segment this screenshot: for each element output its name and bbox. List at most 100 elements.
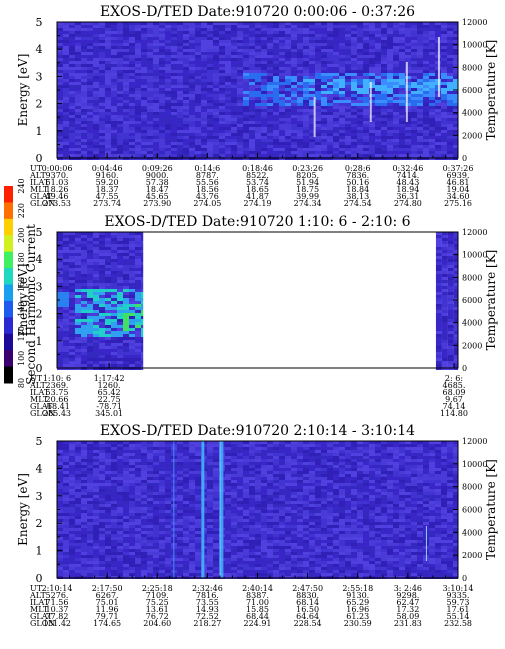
heatmap-cell	[351, 148, 357, 151]
heatmap-cell	[261, 115, 267, 118]
heatmap-cell	[207, 49, 213, 52]
heatmap-cell	[375, 453, 381, 456]
heatmap-cell	[423, 34, 429, 37]
heatmap-cell	[393, 55, 399, 58]
heatmap-cell	[93, 289, 99, 292]
heatmap-cell	[303, 37, 309, 40]
heatmap-cell	[309, 121, 315, 124]
heatmap-cell	[201, 46, 207, 49]
y2-tick-label: 0	[462, 154, 467, 163]
heatmap-cell	[345, 459, 351, 462]
heatmap-cell	[267, 34, 273, 37]
heatmap-cell	[99, 352, 105, 355]
heatmap-cell	[447, 73, 453, 76]
heatmap-cell	[405, 468, 411, 471]
heatmap-cell	[345, 456, 351, 459]
heatmap-cell	[399, 22, 405, 25]
heatmap-cell	[129, 106, 135, 109]
heatmap-cell	[111, 235, 117, 238]
heatmap-cell	[243, 28, 249, 31]
heatmap-cell	[405, 67, 411, 70]
heatmap-cell	[279, 58, 285, 61]
heatmap-cell	[243, 22, 249, 25]
heatmap-cell	[141, 280, 144, 283]
heatmap-cell	[87, 447, 93, 450]
heatmap-cell	[435, 355, 442, 358]
heatmap-cell	[63, 459, 69, 462]
heatmap-cell	[207, 43, 213, 46]
heatmap-cell	[411, 70, 417, 73]
heatmap-cell	[309, 55, 315, 58]
heatmap-cell	[141, 346, 144, 349]
heatmap-cell	[147, 456, 153, 459]
heatmap-cell	[453, 154, 458, 157]
heatmap-cell	[441, 319, 448, 322]
heatmap-cell	[261, 49, 267, 52]
heatmap-cell	[75, 88, 81, 91]
heatmap-cell	[165, 106, 171, 109]
heatmap-cell	[399, 67, 405, 70]
heatmap-cell	[111, 151, 117, 154]
heatmap-cell	[171, 148, 177, 151]
heatmap-cell	[279, 139, 285, 142]
heatmap-cell	[423, 28, 429, 31]
heatmap-cell	[165, 441, 171, 444]
heatmap-cell	[351, 444, 357, 447]
heatmap-cell	[405, 447, 411, 450]
heatmap-cell	[87, 280, 93, 283]
heatmap-cell	[189, 447, 195, 450]
heatmap-cell	[105, 67, 111, 70]
heatmap-cell	[117, 471, 123, 474]
heatmap-cell	[105, 331, 111, 334]
heatmap-cell	[99, 265, 105, 268]
heatmap-cell	[405, 456, 411, 459]
heatmap-cell	[129, 142, 135, 145]
heatmap-cell	[363, 112, 369, 115]
heatmap-cell	[159, 49, 165, 52]
heatmap-cell	[441, 64, 447, 67]
heatmap-cell	[429, 22, 435, 25]
heatmap-cell	[171, 79, 177, 82]
heatmap-cell	[69, 28, 75, 31]
heatmap-cell	[327, 151, 333, 154]
heatmap-cell	[231, 64, 237, 67]
heatmap-cell	[333, 40, 339, 43]
heatmap-cell	[363, 474, 369, 477]
heatmap-cell	[129, 346, 135, 349]
heatmap-cell	[69, 37, 75, 40]
heatmap-cell	[369, 154, 375, 157]
heatmap-cell	[345, 82, 351, 85]
heatmap-cell	[57, 331, 63, 334]
heatmap-cell	[393, 79, 399, 82]
heatmap-cell	[75, 85, 81, 88]
heatmap-cell	[93, 337, 99, 340]
heatmap-cell	[267, 22, 273, 25]
heatmap-cell	[81, 355, 87, 358]
heatmap-cell	[87, 364, 93, 367]
heatmap-cell	[327, 148, 333, 151]
heatmap-cell	[105, 34, 111, 37]
heatmap-cell	[123, 256, 129, 259]
heatmap-cell	[69, 112, 75, 115]
heatmap-cell	[267, 456, 273, 459]
heatmap-cell	[363, 43, 369, 46]
heatmap-cell	[249, 444, 255, 447]
heatmap-cell	[309, 25, 315, 28]
heatmap-cell	[429, 133, 435, 136]
heatmap-cell	[435, 319, 442, 322]
heatmap-cell	[177, 73, 183, 76]
heatmap-cell	[99, 136, 105, 139]
heatmap-cell	[87, 235, 93, 238]
heatmap-cell	[129, 73, 135, 76]
heatmap-cell	[447, 85, 453, 88]
heatmap-cell	[81, 286, 87, 289]
heatmap-cell	[123, 313, 129, 316]
heatmap-cell	[57, 247, 63, 250]
heatmap-cell	[129, 292, 135, 295]
heatmap-cell	[81, 349, 87, 352]
heatmap-cell	[207, 73, 213, 76]
heatmap-cell	[201, 124, 207, 127]
heatmap-cell	[435, 322, 442, 325]
heatmap-cell	[237, 145, 243, 148]
heatmap-cell	[213, 121, 219, 124]
